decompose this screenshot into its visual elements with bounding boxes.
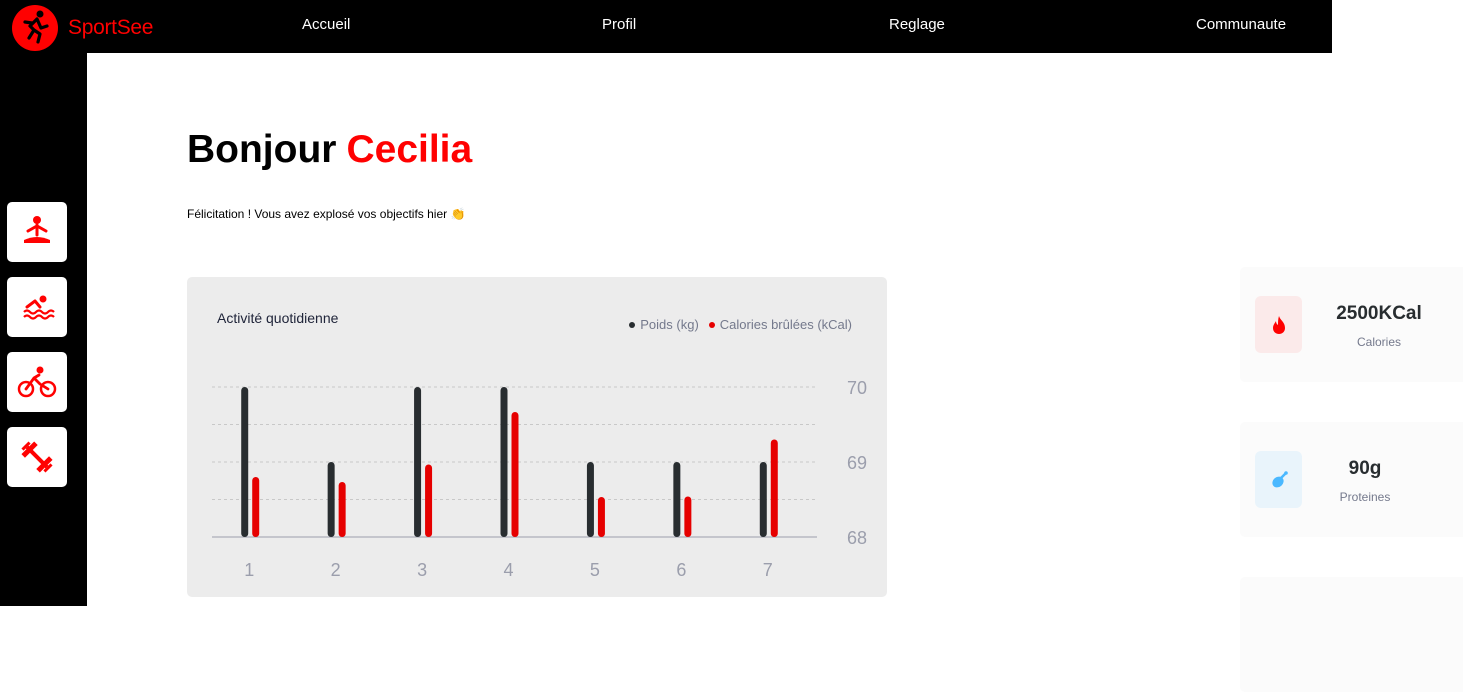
bar-weight (500, 387, 508, 537)
x-tick-label: 2 (331, 560, 341, 580)
logo[interactable]: SportSee (11, 4, 153, 52)
bar-calories (511, 412, 519, 537)
runner-logo-icon (12, 5, 58, 51)
y-tick-label: 69 (847, 453, 867, 473)
nav-communaute[interactable]: Communaute (1196, 16, 1287, 33)
proteins-value: 90g (1348, 458, 1382, 479)
activity-chart-card: 70 69 68 1 2 3 4 5 6 7 Activité quotidienne Poids… (187, 277, 887, 597)
legend-label-weight: Poids (kg) (640, 317, 699, 332)
legend-dot-calories (708, 321, 715, 328)
calories-icon-box (1255, 296, 1302, 353)
legend-dot-weight (629, 321, 636, 328)
legend-label-calories: Calories brûlées (kCal) (719, 317, 852, 332)
sidebar-weightlifting-button[interactable] (7, 427, 67, 487)
sidebar-cycling-button[interactable] (7, 352, 67, 412)
bar-weight (327, 462, 335, 537)
bar-calories (425, 464, 433, 537)
x-tick-label: 1 (244, 560, 254, 580)
y-tick-label: 70 (847, 378, 867, 398)
sidebar-swimming-button[interactable] (7, 277, 67, 337)
proteins-label: Proteines (1339, 490, 1391, 504)
stat-card-proteins: 90g Proteines (1240, 422, 1463, 537)
x-tick-label: 6 (676, 560, 686, 580)
x-tick-label: 3 (417, 560, 427, 580)
bar-calories (684, 496, 692, 537)
top-navbar: SportSee Accueil Profil Reglage Communau… (0, 0, 1332, 53)
bar-weight (759, 462, 767, 537)
calories-value: 2500KCal (1336, 303, 1422, 324)
nav-profil[interactable]: Profil (602, 16, 637, 33)
bar-calories (770, 439, 778, 537)
chicken-icon (1271, 470, 1288, 487)
x-tick-label: 5 (590, 560, 600, 580)
proteins-icon-box (1255, 451, 1302, 508)
x-tick-label: 4 (503, 560, 513, 580)
chart-legend: Poids (kg) Calories brûlées (kCal) (619, 317, 852, 332)
chart-title: Activité quotidienne (217, 310, 339, 326)
fire-icon (1272, 315, 1285, 334)
swimming-icon (23, 295, 55, 320)
yoga-icon (24, 216, 50, 243)
bar-weight (673, 462, 681, 537)
legend-item-weight: Poids (kg) (629, 317, 699, 332)
bar-weight (586, 462, 594, 537)
congrats-message: Félicitation ! Vous avez explosé vos obj… (187, 207, 466, 221)
nav-reglage[interactable]: Reglage (889, 16, 945, 33)
page-title: Bonjour Cecilia (187, 128, 472, 172)
x-tick-label: 7 (763, 560, 773, 580)
greeting-text: Bonjour (187, 128, 337, 171)
user-name: Cecilia (346, 128, 473, 171)
nav-accueil[interactable]: Accueil (302, 16, 351, 33)
weightlifting-icon (21, 441, 53, 473)
cycling-icon (17, 366, 57, 398)
bar-calories (597, 497, 605, 537)
logo-text: SportSee (68, 16, 154, 39)
bar-calories (252, 477, 260, 537)
y-tick-label: 68 (847, 528, 867, 548)
legend-item-calories: Calories brûlées (kCal) (708, 317, 852, 332)
stat-card-next (1240, 577, 1463, 692)
sidebar-yoga-button[interactable] (7, 202, 67, 262)
stat-card-calories: 2500KCal Calories (1240, 267, 1463, 382)
bar-calories (338, 482, 346, 537)
activity-chart: 70 69 68 1 2 3 4 5 6 7 (212, 378, 867, 580)
sidebar (0, 53, 87, 606)
calories-label: Calories (1356, 335, 1401, 349)
bar-weight (414, 387, 422, 537)
bar-weight (241, 387, 249, 537)
